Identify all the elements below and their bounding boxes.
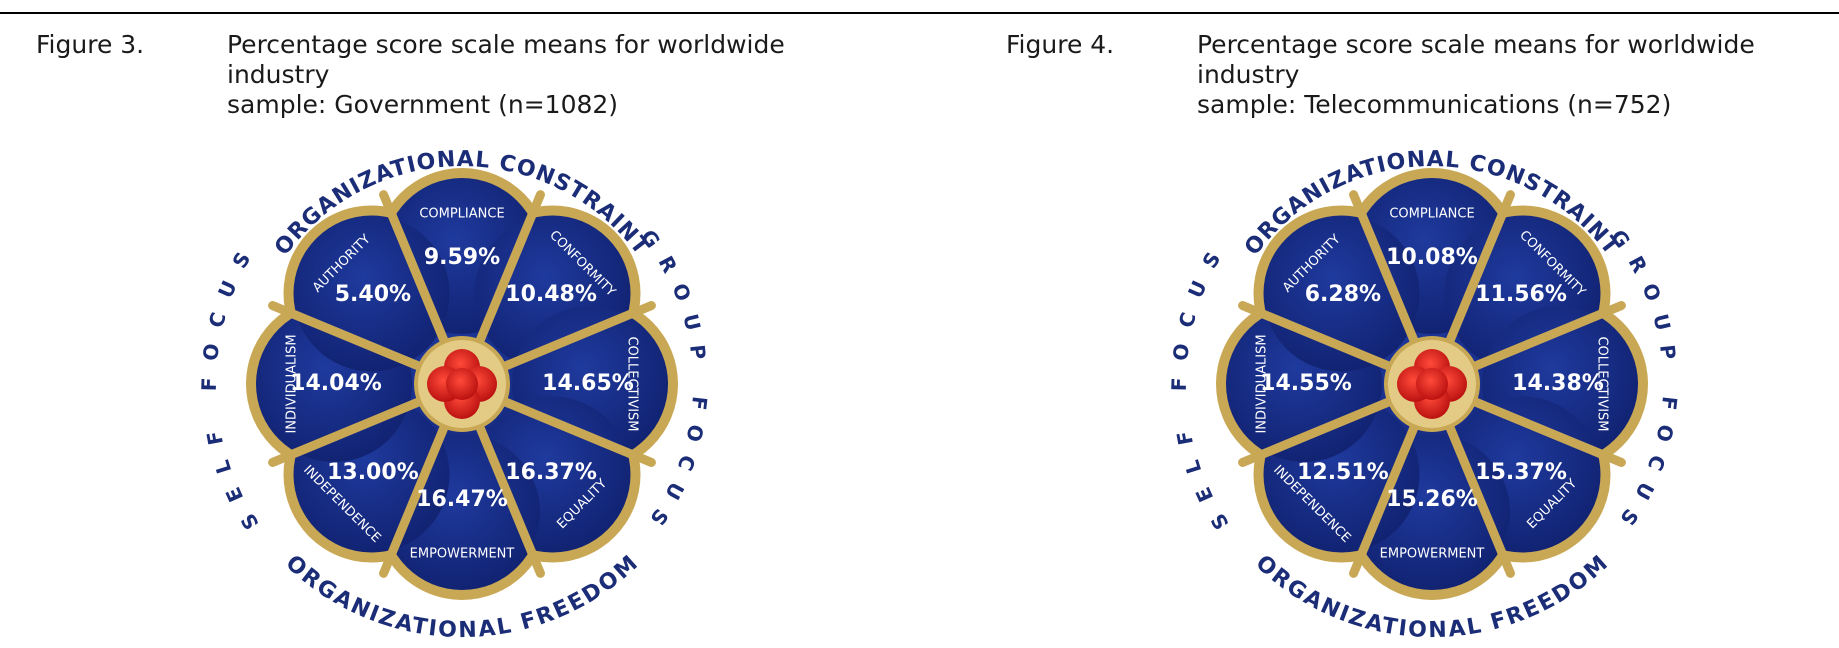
petal-divider [1349,416,1422,578]
category-label-empowerment: EMPOWERMENT [410,547,515,562]
category-label-compliance: COMPLIANCE [419,207,504,222]
figure-4-caption: Percentage score scale means for worldwi… [1197,30,1755,119]
petal-divider [1442,190,1515,352]
petal-divider [1238,394,1400,467]
value-label-authority: 6.28% [1305,282,1381,307]
value-label-authority: 5.40% [335,282,411,307]
value-label-individualism: 14.04% [290,371,382,396]
petal-divider [379,416,452,578]
petal-divider [472,190,545,352]
category-label-empowerment: EMPOWERMENT [1380,547,1485,562]
figure-3-caption: Percentage score scale means for worldwi… [227,30,785,119]
category-label-individualism: INDIVIDUALISM [1255,334,1270,433]
value-label-collectivism: 14.38% [1512,371,1604,396]
value-label-equality: 16.37% [505,460,597,485]
petal-divider [268,301,430,374]
petal-divider [472,416,545,578]
category-label-individualism: INDIVIDUALISM [285,334,300,433]
value-label-independence: 13.00% [327,460,419,485]
value-label-equality: 15.37% [1475,460,1567,485]
petal-divider [1464,394,1626,467]
category-label-collectivism: COLLECTIVISM [625,336,640,431]
category-label-compliance: COMPLIANCE [1389,207,1474,222]
petal-divider [1442,416,1515,578]
value-label-collectivism: 14.65% [542,371,634,396]
petal-divider [1238,301,1400,374]
petal-divider [494,394,656,467]
petal-divider [1464,301,1626,374]
petal-divider [494,301,656,374]
value-label-conformity: 11.56% [1475,282,1567,307]
figure-3-label: Figure 3. [36,30,145,59]
center-quatrefoil [427,349,497,419]
value-label-empowerment: 15.26% [1386,487,1478,512]
petal-divider [379,190,452,352]
center-quatrefoil [1397,349,1467,419]
figure-4-label: Figure 4. [1006,30,1115,59]
value-label-independence: 12.51% [1297,460,1389,485]
value-label-compliance: 10.08% [1386,245,1478,270]
top-rule [0,12,1839,14]
petal-divider [268,394,430,467]
category-label-collectivism: COLLECTIVISM [1595,336,1610,431]
value-label-individualism: 14.55% [1260,371,1352,396]
value-label-compliance: 9.59% [424,245,500,270]
petal-divider [1349,190,1422,352]
value-label-conformity: 10.48% [505,282,597,307]
value-label-empowerment: 16.47% [416,487,508,512]
